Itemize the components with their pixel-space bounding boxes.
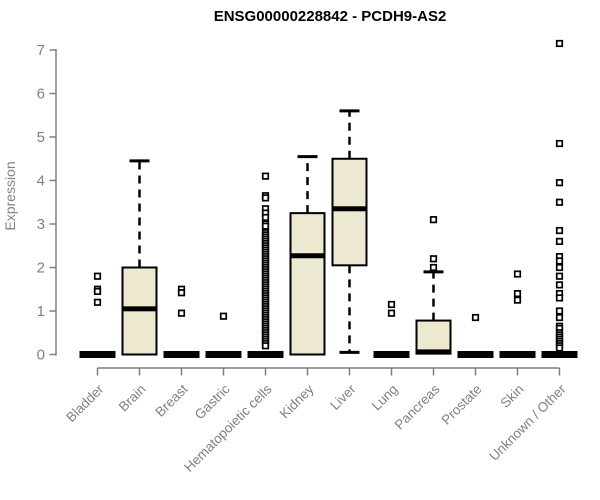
- collapsed-box: [247, 351, 284, 358]
- y-tick-label: 2: [37, 260, 45, 277]
- outlier-point: [471, 313, 480, 322]
- outlier-point: [513, 296, 522, 304]
- outlier-point: [219, 312, 228, 320]
- outlier-point: [93, 272, 102, 280]
- y-tick-label: 4: [37, 173, 45, 190]
- outlier-point: [93, 298, 102, 306]
- x-tick-label: Brain: [116, 382, 149, 415]
- box: [289, 212, 326, 356]
- outlier-point: [555, 263, 564, 272]
- outlier-point: [555, 257, 564, 265]
- outlier-point: [261, 194, 270, 202]
- outlier-point: [177, 309, 186, 317]
- outlier-point: [555, 281, 564, 289]
- x-tick-label: Bladder: [63, 381, 107, 425]
- outlier-point: [555, 39, 564, 48]
- x-tick-label: Breast: [152, 381, 190, 419]
- y-tick-label: 7: [37, 42, 45, 59]
- outlier-point: [513, 270, 522, 278]
- median-line: [122, 306, 157, 312]
- y-tick-label: 5: [37, 129, 45, 146]
- x-tick-label: Kidney: [277, 381, 317, 421]
- y-tick-label: 6: [37, 86, 45, 103]
- y-tick-label: 0: [37, 347, 45, 364]
- y-tick-label: 3: [37, 216, 45, 233]
- x-tick-label: Unknown / Other: [486, 381, 569, 464]
- outlier-point: [555, 313, 564, 322]
- collapsed-box: [457, 351, 494, 358]
- outlier-point: [555, 294, 564, 302]
- outlier-point: [429, 255, 438, 263]
- outlier-point: [93, 287, 102, 296]
- outlier-point: [555, 139, 564, 148]
- outlier-point: [387, 309, 396, 317]
- outlier-point: [555, 198, 564, 206]
- box: [331, 157, 368, 267]
- x-tick-label: Gastric: [192, 381, 233, 422]
- outlier-point: [555, 344, 564, 352]
- median-line: [332, 206, 367, 212]
- outlier-point: [261, 222, 270, 230]
- outlier-point: [261, 172, 270, 180]
- median-line: [416, 349, 451, 355]
- x-tick-label: Liver: [327, 381, 359, 413]
- collapsed-box: [205, 351, 242, 358]
- collapsed-box: [541, 351, 578, 358]
- x-tick-label: Lung: [369, 382, 401, 414]
- collapsed-box: [499, 351, 536, 358]
- chart-title: ENSG00000228842 - PCDH9-AS2: [213, 8, 447, 25]
- y-tick-label: 1: [37, 303, 45, 320]
- collapsed-box: [373, 351, 410, 358]
- box: [415, 319, 452, 355]
- outlier-point: [513, 290, 522, 298]
- x-tick-label: Skin: [497, 382, 526, 411]
- collapsed-box: [163, 351, 200, 358]
- outlier-point: [555, 226, 564, 235]
- outlier-point: [555, 272, 564, 280]
- outlier-point: [555, 179, 564, 187]
- outlier-point: [177, 289, 186, 297]
- x-tick-label: Pancreas: [392, 381, 443, 432]
- collapsed-box: [79, 351, 116, 358]
- outlier-point: [261, 342, 270, 350]
- outlier-point: [387, 300, 396, 309]
- outlier-point: [555, 307, 564, 315]
- outlier-point: [555, 237, 564, 245]
- outlier-point: [429, 263, 438, 272]
- x-tick-label: Prostate: [438, 382, 484, 428]
- outlier-point: [429, 216, 438, 224]
- outlier-point: [261, 213, 270, 222]
- median-line: [290, 253, 325, 259]
